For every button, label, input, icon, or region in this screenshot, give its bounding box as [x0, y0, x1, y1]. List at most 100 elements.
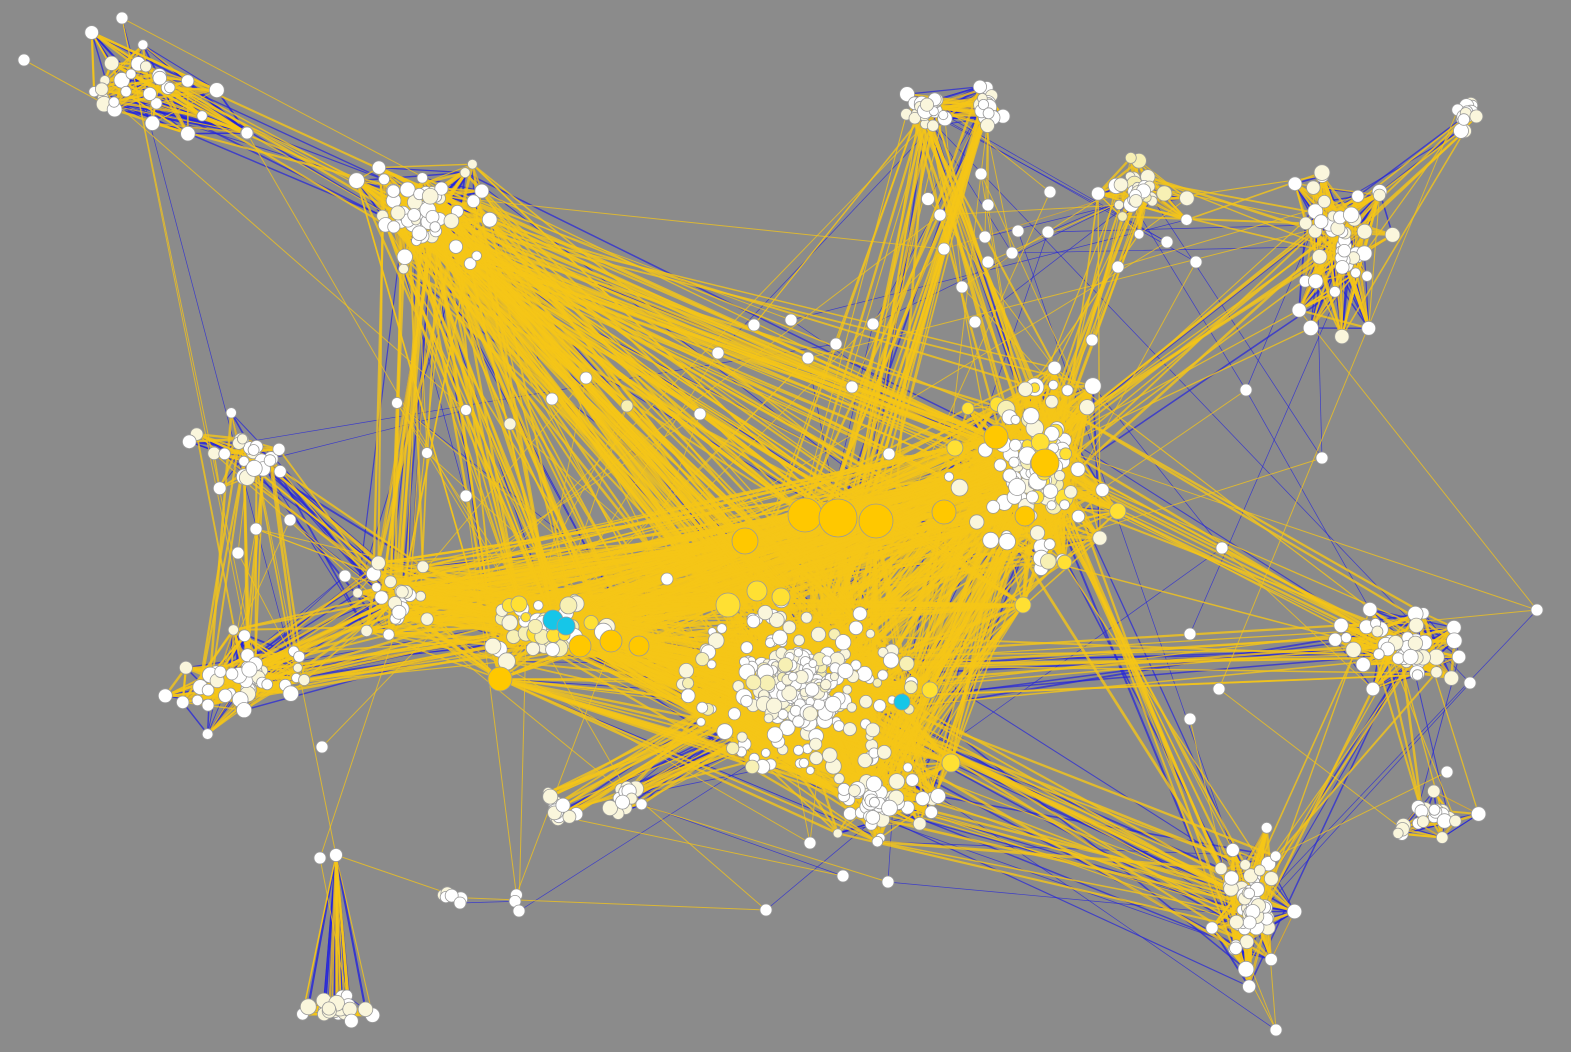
graph-node-stray[interactable] — [759, 903, 773, 917]
graph-node[interactable] — [969, 514, 985, 530]
graph-node[interactable] — [924, 805, 939, 819]
graph-node[interactable] — [727, 707, 741, 721]
graph-node[interactable] — [904, 680, 918, 694]
graph-node[interactable] — [1008, 478, 1026, 496]
node-layer[interactable] — [17, 11, 1544, 1037]
graph-node[interactable] — [144, 115, 161, 131]
graph-node[interactable] — [680, 688, 696, 704]
graph-node[interactable] — [1031, 432, 1050, 452]
graph-node[interactable] — [467, 158, 478, 170]
graph-node-stray[interactable] — [747, 318, 761, 332]
graph-node[interactable] — [846, 702, 858, 713]
graph-node[interactable] — [930, 788, 946, 804]
graph-node-stray[interactable] — [620, 399, 634, 413]
graph-node[interactable] — [1287, 176, 1303, 192]
graph-node-stray[interactable] — [231, 546, 245, 560]
graph-node[interactable] — [1329, 285, 1341, 298]
graph-node[interactable] — [793, 634, 805, 646]
cyan-node-2[interactable] — [556, 616, 576, 636]
graph-node[interactable] — [293, 650, 306, 663]
graph-node[interactable] — [459, 167, 471, 179]
graph-node-stray[interactable] — [1183, 627, 1197, 641]
graph-node[interactable] — [740, 641, 754, 654]
graph-node[interactable] — [142, 86, 157, 101]
graph-node[interactable] — [387, 220, 401, 234]
graph-node[interactable] — [768, 612, 785, 628]
graph-node-stray[interactable] — [579, 371, 593, 385]
graph-node[interactable] — [273, 464, 287, 478]
graph-node[interactable] — [282, 685, 300, 702]
graph-node-stray[interactable] — [955, 280, 969, 294]
graph-node[interactable] — [525, 641, 541, 656]
graph-node-stray[interactable] — [1239, 383, 1253, 397]
graph-node-stray[interactable] — [17, 53, 31, 67]
graph-node[interactable] — [1373, 188, 1387, 202]
graph-node-stray[interactable] — [1315, 451, 1329, 465]
graph-node[interactable] — [421, 188, 439, 205]
graph-node[interactable] — [150, 97, 163, 110]
graph-node[interactable] — [1264, 952, 1278, 967]
graph-node[interactable] — [120, 85, 132, 98]
graph-node[interactable] — [390, 205, 406, 221]
graph-node[interactable] — [865, 810, 881, 825]
graph-node[interactable] — [757, 604, 773, 621]
graph-node[interactable] — [104, 55, 120, 71]
graph-node[interactable] — [1243, 887, 1255, 900]
graph-node[interactable] — [1129, 194, 1143, 208]
graph-node[interactable] — [1070, 461, 1086, 477]
graph-node[interactable] — [809, 737, 823, 751]
graph-node-stray[interactable] — [1215, 541, 1229, 555]
graph-node[interactable] — [1361, 320, 1377, 336]
graph-node[interactable] — [378, 173, 391, 186]
graph-node-stray[interactable] — [512, 904, 526, 918]
graph-node[interactable] — [263, 454, 277, 467]
graph-node[interactable] — [869, 796, 880, 808]
graph-node[interactable] — [466, 194, 481, 209]
graph-node[interactable] — [1043, 538, 1056, 551]
graph-node[interactable] — [371, 582, 382, 593]
graph-node[interactable] — [1092, 530, 1108, 546]
graph-node[interactable] — [808, 659, 818, 668]
graph-node[interactable] — [1205, 921, 1219, 935]
graph-node[interactable] — [191, 694, 204, 707]
graph-node[interactable] — [463, 257, 477, 270]
graph-node[interactable] — [1355, 656, 1371, 673]
graph-node[interactable] — [859, 695, 873, 709]
graph-node[interactable] — [272, 442, 286, 456]
graph-node[interactable] — [1307, 273, 1324, 290]
graph-node-stray[interactable] — [459, 489, 473, 503]
graph-node[interactable] — [471, 250, 482, 262]
graph-node[interactable] — [444, 888, 459, 903]
graph-node[interactable] — [1402, 648, 1419, 665]
graph-node[interactable] — [481, 211, 498, 228]
graph-node[interactable] — [1095, 482, 1110, 497]
graph-node[interactable] — [420, 612, 434, 626]
graph-node[interactable] — [429, 221, 441, 233]
graph-node-stray[interactable] — [845, 380, 859, 394]
graph-node[interactable] — [1371, 625, 1384, 638]
gold-hub-4[interactable] — [731, 527, 759, 555]
graph-node[interactable] — [798, 757, 810, 769]
graph-node[interactable] — [1242, 979, 1257, 994]
graph-node[interactable] — [484, 637, 502, 655]
graph-node[interactable] — [915, 791, 930, 806]
graph-node[interactable] — [1239, 859, 1251, 871]
graph-node[interactable] — [1054, 470, 1066, 482]
graph-node[interactable] — [938, 110, 949, 121]
graph-node[interactable] — [1408, 617, 1425, 634]
graph-node[interactable] — [396, 248, 413, 265]
graph-node[interactable] — [182, 434, 197, 450]
graph-node[interactable] — [1427, 784, 1441, 799]
graph-node[interactable] — [615, 794, 630, 810]
graph-node[interactable] — [1392, 827, 1404, 839]
graph-node[interactable] — [201, 698, 215, 712]
graph-node[interactable] — [1009, 438, 1022, 452]
graph-node[interactable] — [214, 665, 227, 678]
graph-node[interactable] — [837, 662, 854, 679]
gold-hub-3[interactable] — [858, 503, 894, 539]
graph-node[interactable] — [1342, 206, 1360, 224]
graph-node[interactable] — [1253, 864, 1266, 877]
gold-hub-12[interactable] — [628, 635, 650, 657]
graph-node[interactable] — [1351, 189, 1365, 203]
